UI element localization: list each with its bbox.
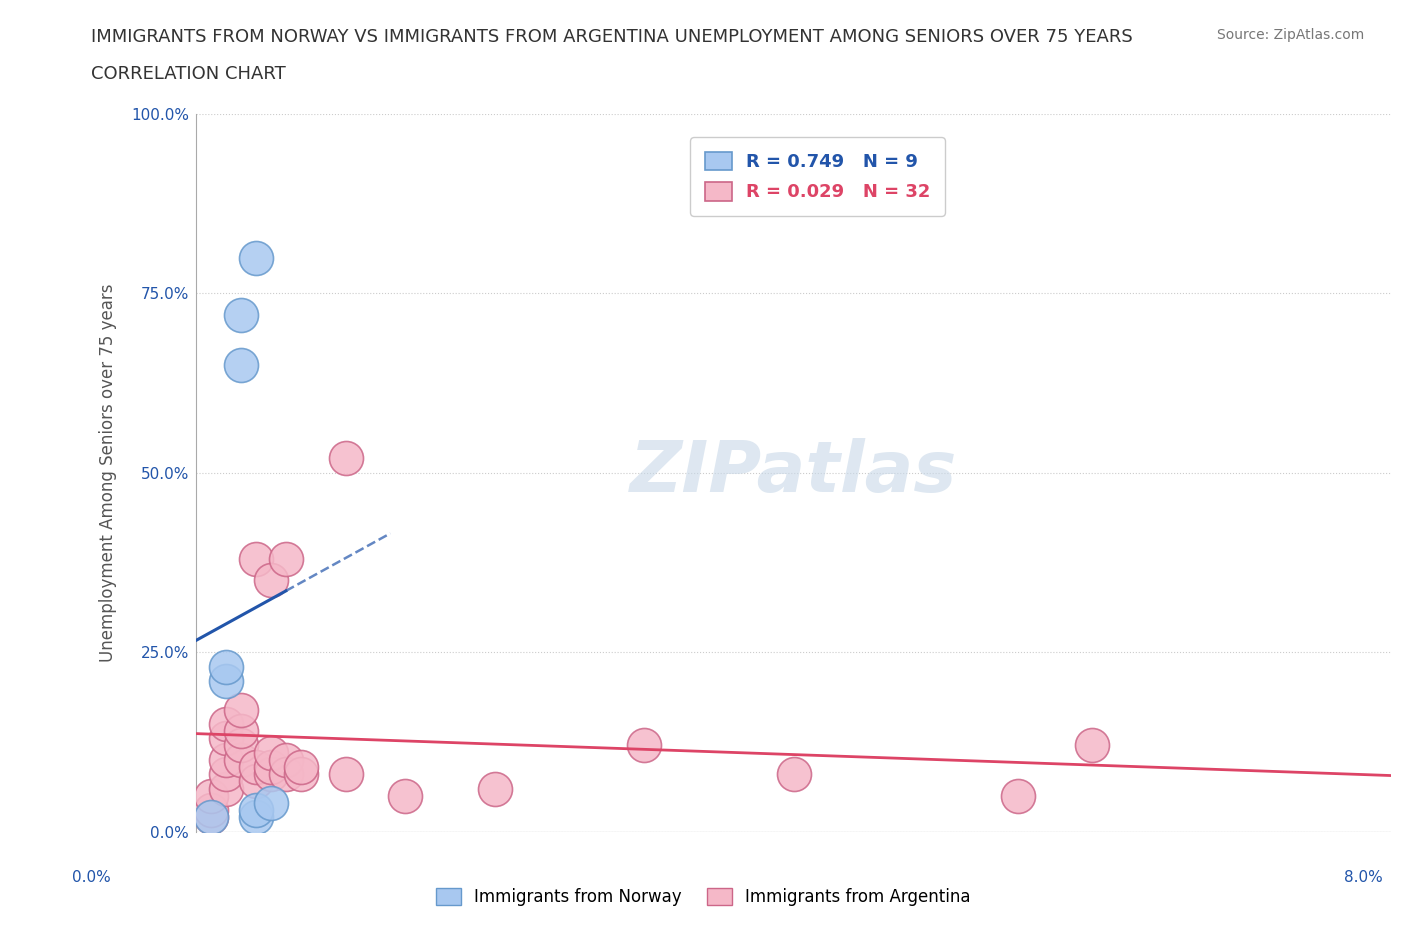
Legend: Immigrants from Norway, Immigrants from Argentina: Immigrants from Norway, Immigrants from … bbox=[429, 881, 977, 912]
Point bbox=[394, 789, 416, 804]
Point bbox=[215, 766, 238, 781]
Point bbox=[633, 738, 655, 753]
Point bbox=[245, 551, 267, 566]
Point bbox=[215, 673, 238, 688]
Point bbox=[200, 803, 222, 817]
Point bbox=[229, 724, 252, 738]
Text: IMMIGRANTS FROM NORWAY VS IMMIGRANTS FROM ARGENTINA UNEMPLOYMENT AMONG SENIORS O: IMMIGRANTS FROM NORWAY VS IMMIGRANTS FRO… bbox=[91, 28, 1133, 46]
Text: 0.0%: 0.0% bbox=[72, 870, 111, 884]
Point bbox=[260, 766, 283, 781]
Point bbox=[260, 745, 283, 760]
Point bbox=[245, 760, 267, 775]
Point bbox=[274, 766, 297, 781]
Point bbox=[260, 573, 283, 588]
Point bbox=[245, 774, 267, 789]
Text: 8.0%: 8.0% bbox=[1344, 870, 1384, 884]
Legend: R = 0.749   N = 9, R = 0.029   N = 32: R = 0.749 N = 9, R = 0.029 N = 32 bbox=[690, 138, 945, 216]
Point bbox=[229, 308, 252, 323]
Point bbox=[290, 760, 312, 775]
Point bbox=[245, 250, 267, 265]
Text: ZIPatlas: ZIPatlas bbox=[630, 438, 957, 507]
Point bbox=[200, 810, 222, 825]
Point bbox=[484, 781, 506, 796]
Point bbox=[229, 358, 252, 373]
Text: Source: ZipAtlas.com: Source: ZipAtlas.com bbox=[1216, 28, 1364, 42]
Point bbox=[290, 766, 312, 781]
Point bbox=[229, 752, 252, 767]
Point bbox=[1007, 789, 1029, 804]
Point bbox=[335, 766, 357, 781]
Point bbox=[229, 738, 252, 753]
Point bbox=[260, 795, 283, 810]
Point bbox=[215, 716, 238, 731]
Point bbox=[260, 760, 283, 775]
Point bbox=[274, 752, 297, 767]
Y-axis label: Unemployment Among Seniors over 75 years: Unemployment Among Seniors over 75 years bbox=[100, 284, 117, 662]
Point bbox=[1081, 738, 1104, 753]
Point bbox=[215, 781, 238, 796]
Point bbox=[229, 702, 252, 717]
Point bbox=[200, 810, 222, 825]
Point bbox=[200, 789, 222, 804]
Text: CORRELATION CHART: CORRELATION CHART bbox=[91, 65, 287, 83]
Point bbox=[215, 659, 238, 674]
Point bbox=[215, 731, 238, 746]
Point bbox=[245, 803, 267, 817]
Point bbox=[335, 451, 357, 466]
Point bbox=[245, 810, 267, 825]
Point bbox=[215, 752, 238, 767]
Point bbox=[274, 551, 297, 566]
Point bbox=[782, 766, 804, 781]
